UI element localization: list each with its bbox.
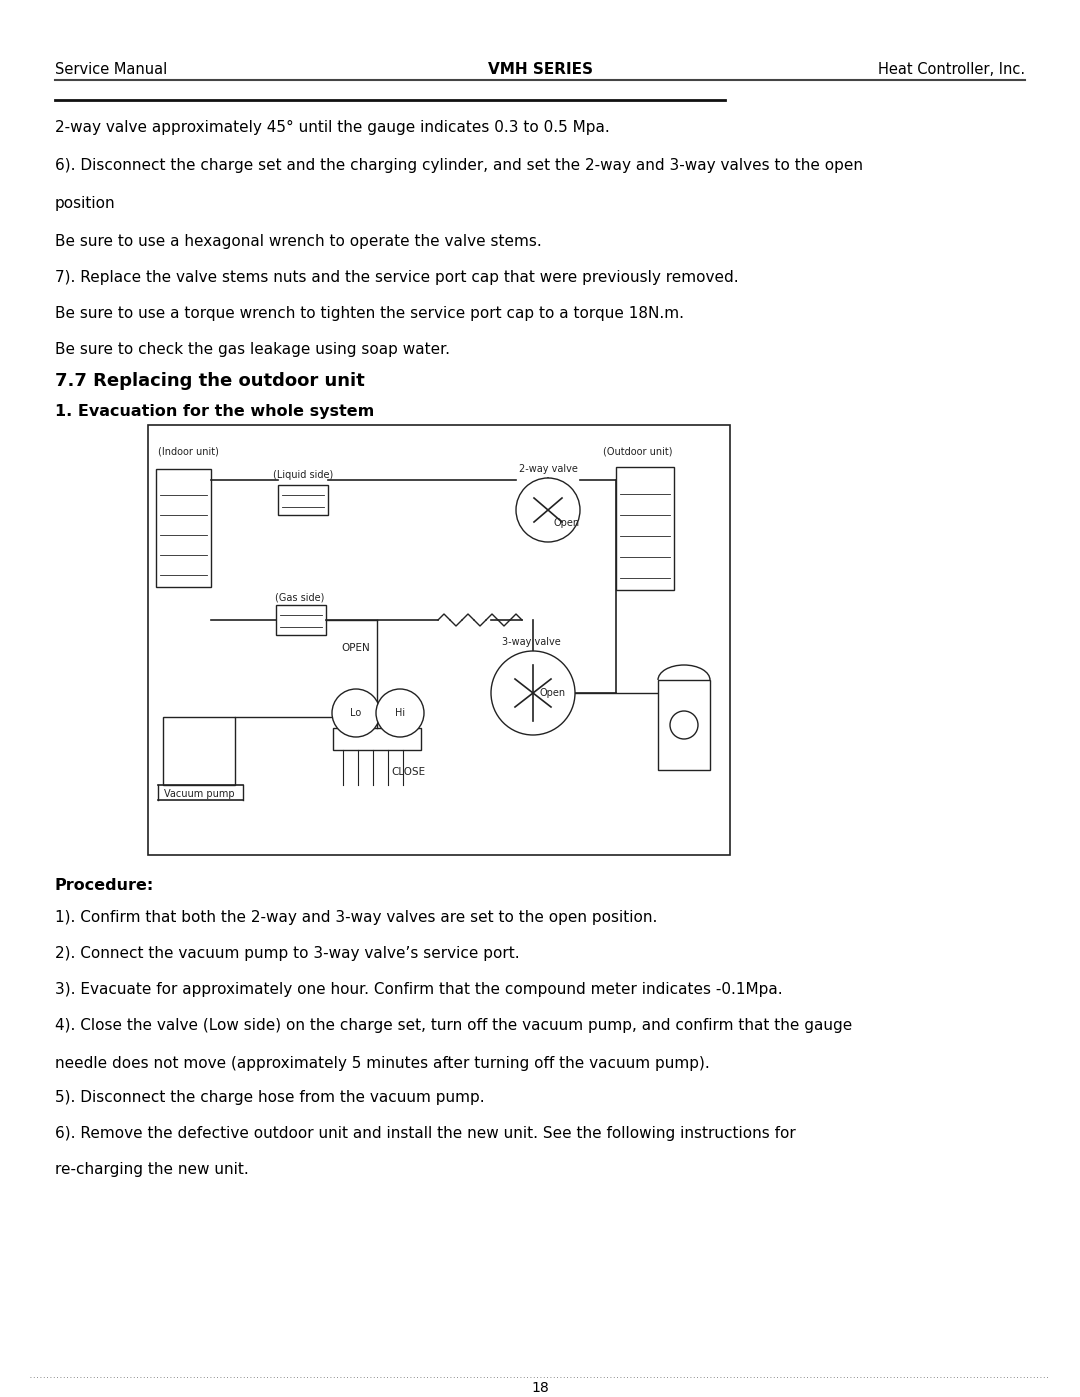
Text: Open: Open xyxy=(553,518,579,528)
Bar xyxy=(163,717,235,785)
Text: CLOSE: CLOSE xyxy=(391,767,426,777)
Text: VMH SERIES: VMH SERIES xyxy=(487,61,593,77)
Text: Be sure to use a hexagonal wrench to operate the valve stems.: Be sure to use a hexagonal wrench to ope… xyxy=(55,235,542,249)
Text: Hi: Hi xyxy=(395,708,405,718)
Text: 18: 18 xyxy=(531,1382,549,1396)
Text: OPEN: OPEN xyxy=(341,643,370,652)
Text: 3-way valve: 3-way valve xyxy=(501,637,561,647)
Text: Be sure to check the gas leakage using soap water.: Be sure to check the gas leakage using s… xyxy=(55,342,450,358)
Bar xyxy=(156,469,211,587)
Text: 1). Confirm that both the 2-way and 3-way valves are set to the open position.: 1). Confirm that both the 2-way and 3-wa… xyxy=(55,909,658,925)
Text: 5). Disconnect the charge hose from the vacuum pump.: 5). Disconnect the charge hose from the … xyxy=(55,1090,485,1105)
Circle shape xyxy=(376,689,424,738)
Text: 6). Remove the defective outdoor unit and install the new unit. See the followin: 6). Remove the defective outdoor unit an… xyxy=(55,1126,796,1141)
Text: Heat Controller, Inc.: Heat Controller, Inc. xyxy=(878,61,1025,77)
Bar xyxy=(148,425,730,855)
Text: (Gas side): (Gas side) xyxy=(275,592,325,604)
Text: re-charging the new unit.: re-charging the new unit. xyxy=(55,1162,248,1178)
Text: 7.7 Replacing the outdoor unit: 7.7 Replacing the outdoor unit xyxy=(55,372,365,390)
Text: (Outdoor unit): (Outdoor unit) xyxy=(604,447,673,457)
Text: 4). Close the valve (Low side) on the charge set, turn off the vacuum pump, and : 4). Close the valve (Low side) on the ch… xyxy=(55,1018,852,1032)
Bar xyxy=(278,485,328,515)
Text: needle does not move (approximately 5 minutes after turning off the vacuum pump): needle does not move (approximately 5 mi… xyxy=(55,1056,710,1071)
Text: 2-way valve approximately 45° until the gauge indicates 0.3 to 0.5 Mpa.: 2-way valve approximately 45° until the … xyxy=(55,120,610,136)
Text: 2-way valve: 2-way valve xyxy=(518,464,578,474)
Text: Lo: Lo xyxy=(350,708,362,718)
Text: Procedure:: Procedure: xyxy=(55,877,154,893)
Text: position: position xyxy=(55,196,116,211)
Text: Open: Open xyxy=(539,687,565,698)
Bar xyxy=(333,728,421,750)
Text: (Liquid side): (Liquid side) xyxy=(273,469,333,481)
Text: 1. Evacuation for the whole system: 1. Evacuation for the whole system xyxy=(55,404,375,419)
Circle shape xyxy=(491,651,575,735)
Circle shape xyxy=(516,478,580,542)
Bar xyxy=(658,680,710,770)
Text: Vacuum pump: Vacuum pump xyxy=(164,789,234,799)
Text: 3). Evacuate for approximately one hour. Confirm that the compound meter indicat: 3). Evacuate for approximately one hour.… xyxy=(55,982,783,997)
Text: Be sure to use a torque wrench to tighten the service port cap to a torque 18N.m: Be sure to use a torque wrench to tighte… xyxy=(55,306,684,321)
Circle shape xyxy=(332,689,380,738)
Text: Service Manual: Service Manual xyxy=(55,61,167,77)
Text: 7). Replace the valve stems nuts and the service port cap that were previously r: 7). Replace the valve stems nuts and the… xyxy=(55,270,739,285)
Bar xyxy=(616,467,674,590)
Text: 2). Connect the vacuum pump to 3-way valve’s service port.: 2). Connect the vacuum pump to 3-way val… xyxy=(55,946,519,961)
Text: 6). Disconnect the charge set and the charging cylinder, and set the 2-way and 3: 6). Disconnect the charge set and the ch… xyxy=(55,158,863,173)
Circle shape xyxy=(670,711,698,739)
Bar xyxy=(276,605,326,636)
Text: (Indoor unit): (Indoor unit) xyxy=(158,447,218,457)
